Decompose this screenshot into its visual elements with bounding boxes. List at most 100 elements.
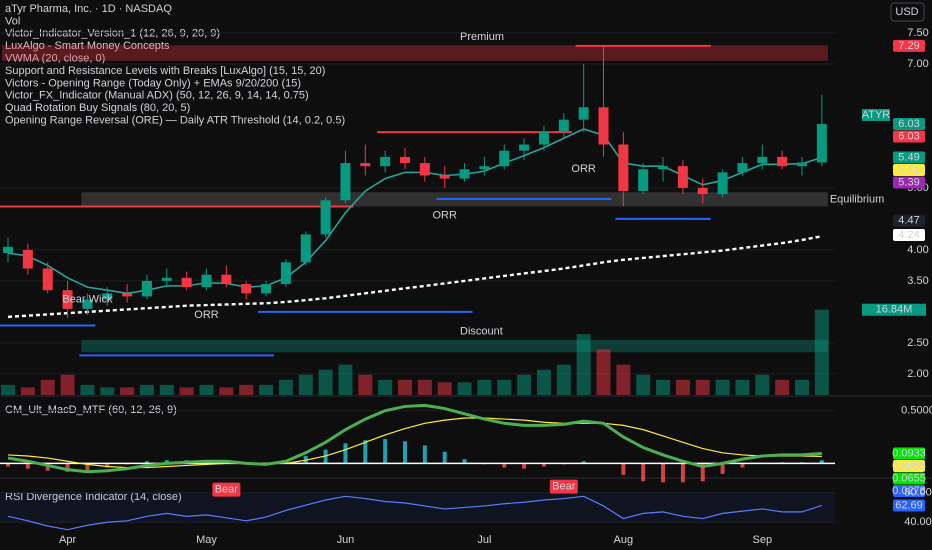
price-tag-label: 0.0655 <box>892 460 926 472</box>
signal-label: Bear <box>215 484 239 496</box>
zone-label: Equilibrium <box>830 193 884 205</box>
volume-bar <box>775 379 790 395</box>
y-tick-label: 80.00 <box>904 487 932 499</box>
candle-body <box>22 249 33 269</box>
price-tag <box>893 499 925 512</box>
signal-tag <box>212 482 241 497</box>
price-tag-label: 4.24 <box>898 229 919 241</box>
volume-bar <box>497 379 512 395</box>
y-tick-label: 3.50 <box>907 275 928 287</box>
histogram-bar <box>85 463 90 471</box>
candle-body <box>3 246 13 253</box>
volume-tag-label: 16.84M <box>876 304 913 316</box>
candle-body <box>102 293 113 300</box>
price-tag-label: 5.39 <box>898 176 919 188</box>
signal-line <box>7 417 822 469</box>
price-tag-label: 0.0933 <box>892 447 926 459</box>
y-tick-label: 7.00 <box>907 58 928 70</box>
histogram-bar <box>700 463 705 482</box>
histogram-bar <box>105 463 110 468</box>
candle-body <box>161 277 172 281</box>
price-tag-label: 0.0655 <box>892 472 926 484</box>
histogram-bar <box>65 463 70 472</box>
zone-label: Discount <box>460 326 503 338</box>
price-tag-label: 6.03 <box>898 130 919 142</box>
y-tick-label: 2.50 <box>907 337 928 349</box>
volume-bar <box>278 379 293 395</box>
volume-bar <box>675 379 690 395</box>
volume-bar <box>378 379 393 395</box>
candle-body <box>419 163 430 176</box>
volume-bar <box>636 374 651 395</box>
candle-body <box>141 280 152 297</box>
macd-line <box>7 403 822 474</box>
signal-label: Bear <box>552 481 576 493</box>
price-tag <box>893 447 925 460</box>
annotation: ORR <box>194 309 219 321</box>
histogram-bar <box>144 461 149 464</box>
volume-bar <box>259 384 274 395</box>
volume-bar <box>298 374 313 395</box>
volume-bar <box>795 379 809 395</box>
volume-bar <box>80 384 95 395</box>
histogram-bar <box>462 459 467 464</box>
price-tag-label: 5.49 <box>898 151 919 163</box>
volume-bar <box>417 379 432 395</box>
annotation: ORR <box>571 163 596 175</box>
candle-body <box>400 156 410 164</box>
rsi-band <box>0 492 835 523</box>
price-tag <box>893 485 925 498</box>
volume-bar <box>199 384 214 395</box>
histogram-bar <box>363 440 368 464</box>
currency[interactable]: USD <box>895 6 918 18</box>
histogram-bar <box>819 460 824 464</box>
symbol-label: ATYR <box>862 109 891 121</box>
volume-bar <box>735 379 750 395</box>
volume-bar <box>616 364 631 395</box>
candle-body <box>360 163 371 167</box>
histogram-bar <box>621 463 626 475</box>
volume-bar <box>437 382 452 395</box>
candle-body <box>241 284 252 294</box>
volume-bar <box>517 374 532 395</box>
volume-bar <box>596 349 611 395</box>
candle-body <box>578 107 589 120</box>
candle-body <box>340 163 351 201</box>
indicator-name: Victor_FX_Indicator (Manual ADX) (50, 12… <box>5 90 309 102</box>
indicator-name: Quad Rotation Buy Signals (80, 20, 5) <box>5 102 190 114</box>
moving-average <box>7 235 823 319</box>
currency-box[interactable] <box>890 2 925 22</box>
candle-body <box>280 262 291 285</box>
zone <box>2 45 828 61</box>
volume-bar <box>139 384 154 395</box>
price-tag <box>893 214 925 227</box>
candle-body <box>797 162 807 167</box>
volume-bar <box>457 382 472 395</box>
volume-bar <box>556 364 571 395</box>
zone-label: Premium <box>460 31 504 43</box>
candle-body <box>816 124 827 163</box>
volume-bar <box>219 387 234 395</box>
x-tick-label: May <box>196 534 217 546</box>
histogram-bar <box>6 463 10 467</box>
candle-body <box>42 268 53 291</box>
volume-bar <box>755 374 770 395</box>
candle-body <box>519 144 530 151</box>
signal-tag <box>549 479 578 494</box>
volume-tag <box>862 303 926 316</box>
histogram-bar <box>522 463 527 469</box>
histogram-bar <box>403 441 407 464</box>
rsi-line <box>7 495 823 531</box>
candle-body <box>697 187 708 195</box>
histogram-bar <box>740 463 745 468</box>
candle-body <box>82 299 93 309</box>
candle-body <box>181 277 192 288</box>
price-tag-label: 4.47 <box>898 215 919 227</box>
volume-bar <box>814 309 829 395</box>
zone <box>81 339 828 353</box>
histogram-bar <box>383 439 388 464</box>
histogram-bar <box>442 451 447 464</box>
candle-body <box>122 293 133 297</box>
candle-body <box>479 166 490 170</box>
candle-body <box>598 107 609 145</box>
